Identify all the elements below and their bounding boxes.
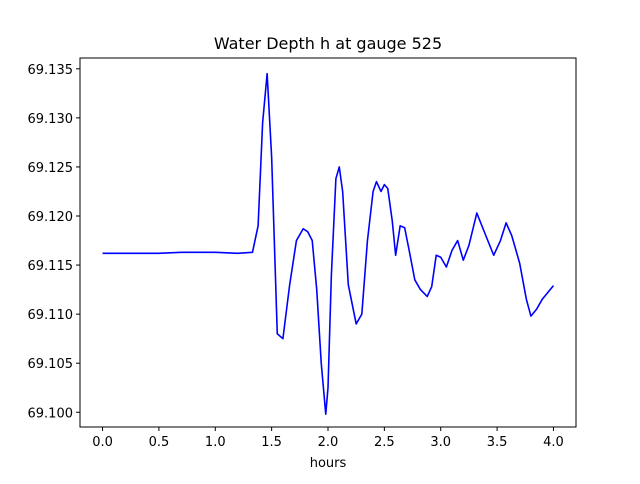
plot-area [79, 57, 577, 428]
chart-title: Water Depth h at gauge 525 [214, 34, 442, 53]
x-tick-label: 4.0 [543, 435, 564, 450]
x-tick-label: 2.0 [318, 435, 339, 450]
y-tick-label: 69.125 [28, 161, 74, 176]
y-axis: 69.100 69.105 69.110 69.115 69.120 69.125 69.1… [28, 63, 80, 421]
y-tick-label: 69.105 [28, 357, 74, 372]
x-tick-label: 0.0 [92, 435, 113, 450]
x-tick-label: 1.0 [205, 435, 226, 450]
y-tick-label: 69.115 [28, 259, 74, 274]
series-line [102, 72, 555, 416]
y-tick-label: 69.100 [28, 406, 74, 421]
y-tick-label: 69.110 [28, 308, 74, 323]
y-tick-label: 69.130 [28, 112, 74, 127]
x-tick-label: 3.0 [430, 435, 451, 450]
y-tick-label: 69.120 [28, 210, 74, 225]
x-axis-label: hours [310, 456, 347, 471]
x-tick-label: 0.5 [149, 435, 170, 450]
x-tick-label: 1.5 [261, 435, 282, 450]
x-tick-label: 3.5 [487, 435, 508, 450]
x-axis: 0.0 0.5 1.0 1.5 2.0 2.5 3.0 3.5 4.0 [92, 427, 564, 450]
y-tick-label: 69.135 [28, 63, 74, 78]
x-tick-label: 2.5 [374, 435, 395, 450]
